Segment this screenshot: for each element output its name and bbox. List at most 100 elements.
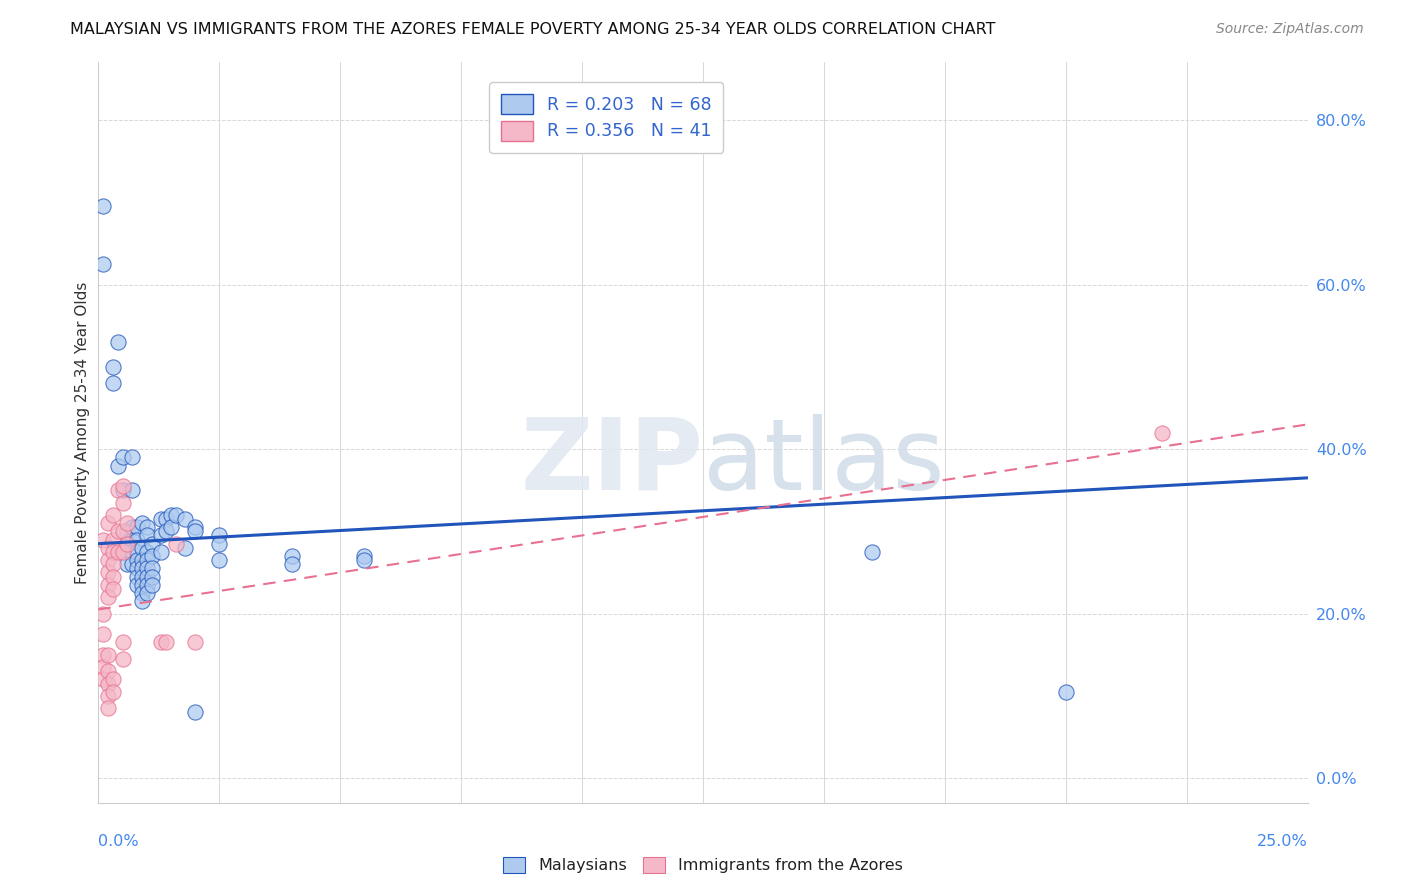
Point	[107, 483, 129, 498]
Point	[131, 569, 153, 583]
Point	[131, 594, 153, 608]
Point	[97, 648, 120, 662]
Point	[141, 536, 163, 550]
Point	[135, 520, 157, 534]
Point	[111, 495, 134, 509]
Point	[117, 524, 139, 539]
Point	[141, 569, 163, 583]
Point	[111, 479, 134, 493]
Point	[127, 561, 149, 575]
Point	[1054, 685, 1077, 699]
Point	[127, 533, 149, 547]
Point	[155, 524, 177, 539]
Point	[97, 689, 120, 703]
Point	[127, 553, 149, 567]
Point	[101, 376, 124, 391]
Point	[117, 536, 139, 550]
Point	[127, 520, 149, 534]
Point	[111, 483, 134, 498]
Text: 0.0%: 0.0%	[98, 834, 139, 849]
Point	[97, 578, 120, 592]
Point	[174, 512, 197, 526]
Point	[101, 673, 124, 687]
Point	[101, 508, 124, 522]
Point	[91, 660, 114, 674]
Point	[97, 701, 120, 715]
Point	[155, 635, 177, 649]
Point	[101, 359, 124, 374]
Point	[131, 516, 153, 530]
Text: MALAYSIAN VS IMMIGRANTS FROM THE AZORES FEMALE POVERTY AMONG 25-34 YEAR OLDS COR: MALAYSIAN VS IMMIGRANTS FROM THE AZORES …	[70, 22, 995, 37]
Point	[107, 458, 129, 473]
Point	[160, 508, 183, 522]
Point	[131, 553, 153, 567]
Point	[281, 549, 304, 563]
Point	[91, 648, 114, 662]
Point	[107, 524, 129, 539]
Point	[1152, 425, 1174, 440]
Point	[101, 569, 124, 583]
Point	[111, 545, 134, 559]
Point	[208, 536, 231, 550]
Point	[121, 558, 143, 572]
Point	[121, 483, 143, 498]
Point	[150, 512, 173, 526]
Point	[135, 528, 157, 542]
Point	[860, 545, 883, 559]
Y-axis label: Female Poverty Among 25-34 Year Olds: Female Poverty Among 25-34 Year Olds	[75, 282, 90, 583]
Point	[160, 520, 183, 534]
Point	[127, 545, 149, 559]
Point	[91, 199, 114, 213]
Point	[353, 549, 375, 563]
Point	[111, 450, 134, 465]
Point	[121, 450, 143, 465]
Point	[135, 561, 157, 575]
Point	[111, 524, 134, 539]
Point	[117, 536, 139, 550]
Point	[97, 664, 120, 678]
Text: Source: ZipAtlas.com: Source: ZipAtlas.com	[1216, 22, 1364, 37]
Point	[91, 533, 114, 547]
Point	[117, 558, 139, 572]
Point	[107, 335, 129, 350]
Point	[135, 553, 157, 567]
Text: atlas: atlas	[703, 414, 945, 511]
Point	[121, 520, 143, 534]
Point	[101, 545, 124, 559]
Point	[97, 590, 120, 604]
Text: ZIP: ZIP	[520, 414, 703, 511]
Point	[91, 257, 114, 271]
Point	[121, 533, 143, 547]
Point	[101, 685, 124, 699]
Point	[184, 706, 207, 720]
Point	[135, 586, 157, 600]
Legend: Malaysians, Immigrants from the Azores: Malaysians, Immigrants from the Azores	[496, 850, 910, 880]
Point	[135, 569, 157, 583]
Point	[91, 627, 114, 641]
Legend: R = 0.203   N = 68, R = 0.356   N = 41: R = 0.203 N = 68, R = 0.356 N = 41	[489, 82, 723, 153]
Point	[150, 635, 173, 649]
Point	[111, 635, 134, 649]
Point	[150, 545, 173, 559]
Point	[131, 586, 153, 600]
Point	[141, 578, 163, 592]
Text: 25.0%: 25.0%	[1257, 834, 1308, 849]
Point	[281, 558, 304, 572]
Point	[141, 549, 163, 563]
Point	[97, 516, 120, 530]
Point	[91, 673, 114, 687]
Point	[150, 528, 173, 542]
Point	[111, 652, 134, 666]
Point	[131, 561, 153, 575]
Point	[97, 676, 120, 690]
Point	[141, 561, 163, 575]
Point	[135, 545, 157, 559]
Point	[165, 508, 187, 522]
Point	[101, 582, 124, 596]
Point	[97, 553, 120, 567]
Point	[155, 512, 177, 526]
Point	[131, 578, 153, 592]
Point	[131, 541, 153, 555]
Point	[91, 607, 114, 621]
Point	[208, 528, 231, 542]
